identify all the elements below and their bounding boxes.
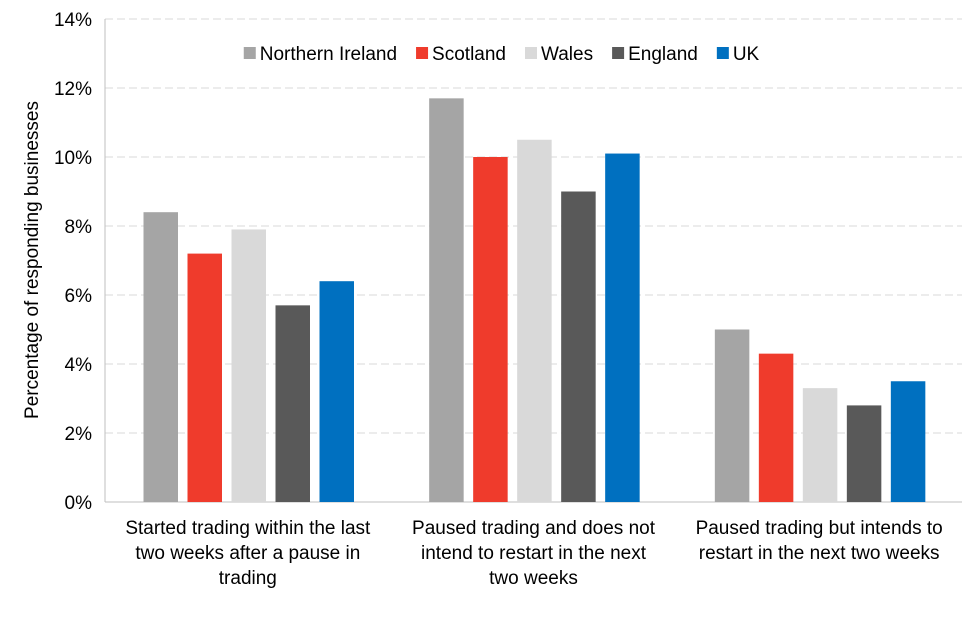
bar <box>473 157 508 502</box>
x-category-label: intend to restart in the next <box>421 543 647 564</box>
y-tick-label: 10% <box>54 148 92 169</box>
bar <box>846 405 882 502</box>
bar <box>605 153 640 503</box>
y-tick-label: 6% <box>65 286 93 307</box>
x-category-label: restart in the next two weeks <box>699 543 940 564</box>
legend-label: England <box>628 44 698 65</box>
x-category-label: Paused trading but intends to <box>696 518 943 539</box>
legend-label: Wales <box>541 44 593 65</box>
bar <box>890 381 926 502</box>
legend-swatch <box>243 47 256 59</box>
legend-item: Scotland <box>416 44 506 65</box>
bar <box>758 353 794 502</box>
legend-swatch <box>716 47 729 59</box>
y-axis-title: Percentage of responding businesses <box>22 101 43 419</box>
bar <box>143 212 178 502</box>
legend-item: Northern Ireland <box>243 44 397 65</box>
bar <box>231 229 266 502</box>
y-tick-label: 0% <box>65 493 93 514</box>
legend-swatch <box>416 47 429 59</box>
bar <box>429 98 464 502</box>
legend-label: Northern Ireland <box>260 44 397 65</box>
bar <box>802 388 838 502</box>
legend-label: UK <box>733 44 760 65</box>
y-tick-label: 14% <box>54 10 92 31</box>
bar <box>714 329 750 502</box>
x-category-label: two weeks after a pause in <box>135 543 360 564</box>
y-tick-labels: 0% 2% 4% 6% 8% 10% 12% 14% <box>54 10 92 514</box>
y-tick-label: 8% <box>65 217 93 238</box>
legend-item: UK <box>716 44 760 65</box>
legend-item: England <box>612 44 698 65</box>
x-category-label: Paused trading and does not <box>412 518 656 539</box>
legend-label: Scotland <box>432 44 506 65</box>
legend-item: Wales <box>525 44 593 65</box>
x-category-label: trading <box>219 568 277 589</box>
x-category-label: Started trading within the last <box>125 518 371 539</box>
bar <box>187 253 222 502</box>
y-tick-label: 2% <box>65 424 93 445</box>
bars <box>143 98 926 503</box>
bar <box>517 139 552 502</box>
y-tick-label: 12% <box>54 79 92 100</box>
category-labels: Started trading within the last two weeks… <box>125 518 942 589</box>
y-tick-label: 4% <box>65 355 93 376</box>
legend: Northern Ireland Scotland Wales England UK <box>243 44 760 65</box>
legend-swatch <box>612 47 625 59</box>
x-category-label: two weeks <box>489 568 578 589</box>
bar <box>561 191 596 502</box>
bar <box>275 305 310 502</box>
bar <box>319 281 354 502</box>
legend-swatch <box>525 47 538 59</box>
